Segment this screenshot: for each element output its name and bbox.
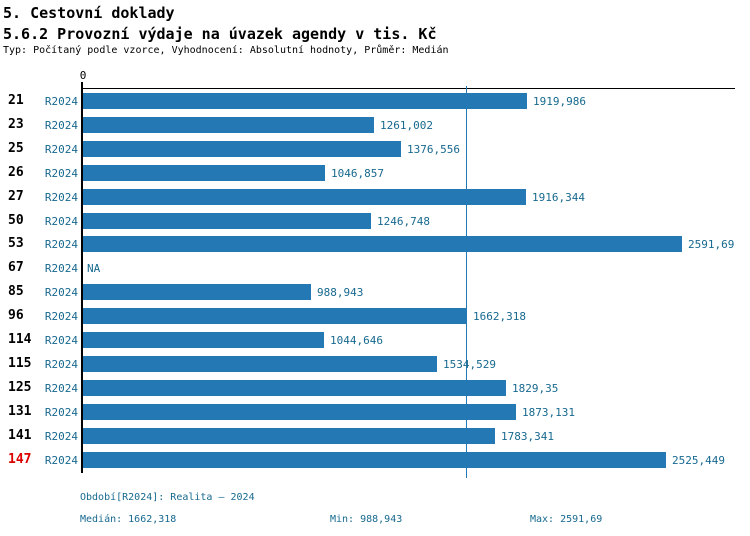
- bar-value-label: 1261,002: [380, 119, 433, 132]
- bar: [83, 117, 374, 133]
- row-period-label: R2024: [44, 286, 78, 299]
- row-period-label: R2024: [44, 191, 78, 204]
- row-id-label: 85: [8, 284, 24, 299]
- bar-value-label: 1376,556: [407, 143, 460, 156]
- bar-na-label: NA: [87, 262, 101, 275]
- row-id-label: 25: [8, 141, 24, 156]
- row-id-label: 53: [8, 236, 24, 251]
- page-title: 5. Cestovní doklady: [3, 4, 175, 22]
- bar: [83, 380, 506, 396]
- bar-value-label: 988,943: [317, 286, 364, 299]
- row-id-label: 114: [8, 332, 32, 347]
- row-period-label: R2024: [44, 95, 78, 108]
- row-id-label: 115: [8, 356, 32, 371]
- bar: [83, 428, 495, 444]
- bar-value-label: 1044,646: [330, 334, 383, 347]
- row-id-label: 21: [8, 93, 24, 108]
- bar-value-label: 1534,529: [443, 358, 496, 371]
- bar: [83, 93, 527, 109]
- x-axis-line: [82, 88, 735, 89]
- bar: [83, 141, 401, 157]
- row-period-label: R2024: [44, 167, 78, 180]
- bar-value-label: 1246,748: [377, 215, 430, 228]
- row-period-label: R2024: [44, 310, 78, 323]
- row-period-label: R2024: [44, 406, 78, 419]
- footer-median-text: Medián: 1662,318: [80, 514, 177, 525]
- row-id-label: 67: [8, 260, 24, 275]
- row-period-label: R2024: [44, 334, 78, 347]
- bar: [83, 189, 526, 205]
- row-period-label: R2024: [44, 358, 78, 371]
- row-period-label: R2024: [44, 215, 78, 228]
- bar: [83, 332, 324, 348]
- row-period-label: R2024: [44, 119, 78, 132]
- bar-value-label: 1662,318: [473, 310, 526, 323]
- row-period-label: R2024: [44, 238, 78, 251]
- row-period-label: R2024: [44, 430, 78, 443]
- row-id-label: 23: [8, 117, 24, 132]
- row-id-label: 27: [8, 189, 24, 204]
- chart-title: 5.6.2 Provozní výdaje na úvazek agendy v…: [3, 25, 437, 43]
- chart-meta-line: Typ: Počítaný podle vzorce, Vyhodnocení:…: [3, 45, 449, 56]
- row-period-label: R2024: [44, 143, 78, 156]
- row-period-label: R2024: [44, 262, 78, 275]
- row-id-label: 131: [8, 404, 32, 419]
- y-axis-line: [81, 82, 83, 473]
- bar-value-label: 1916,344: [532, 191, 585, 204]
- bar-value-label: 1783,341: [501, 430, 554, 443]
- bar-value-label: 2591,69: [688, 238, 735, 251]
- bar: [83, 284, 311, 300]
- footer-period-text: Období[R2024]: Realita – 2024: [80, 492, 255, 503]
- bar-value-label: 1919,986: [533, 95, 586, 108]
- bar: [83, 356, 437, 372]
- bar: [83, 236, 682, 252]
- bar: [83, 308, 467, 324]
- row-period-label: R2024: [44, 454, 78, 467]
- median-reference-line: [466, 86, 467, 478]
- footer-min-text: Min: 988,943: [330, 514, 403, 525]
- bar-value-label: 1873,131: [522, 406, 575, 419]
- bar-value-label: 1829,35: [512, 382, 559, 395]
- bar-value-label: 2525,449: [672, 454, 725, 467]
- bar: [83, 213, 371, 229]
- bar-value-label: 1046,857: [331, 167, 384, 180]
- row-period-label: R2024: [44, 382, 78, 395]
- bar: [83, 452, 666, 468]
- row-id-label: 141: [8, 428, 32, 443]
- bar: [83, 404, 516, 420]
- row-id-label: 26: [8, 165, 24, 180]
- footer-max-text: Max: 2591,69: [530, 514, 603, 525]
- row-id-label: 96: [8, 308, 24, 323]
- x-axis-zero-tick-label: 0: [79, 69, 87, 82]
- row-id-label: 125: [8, 380, 32, 395]
- row-id-label: 50: [8, 213, 24, 228]
- row-id-label: 147: [8, 452, 32, 467]
- bar: [83, 165, 325, 181]
